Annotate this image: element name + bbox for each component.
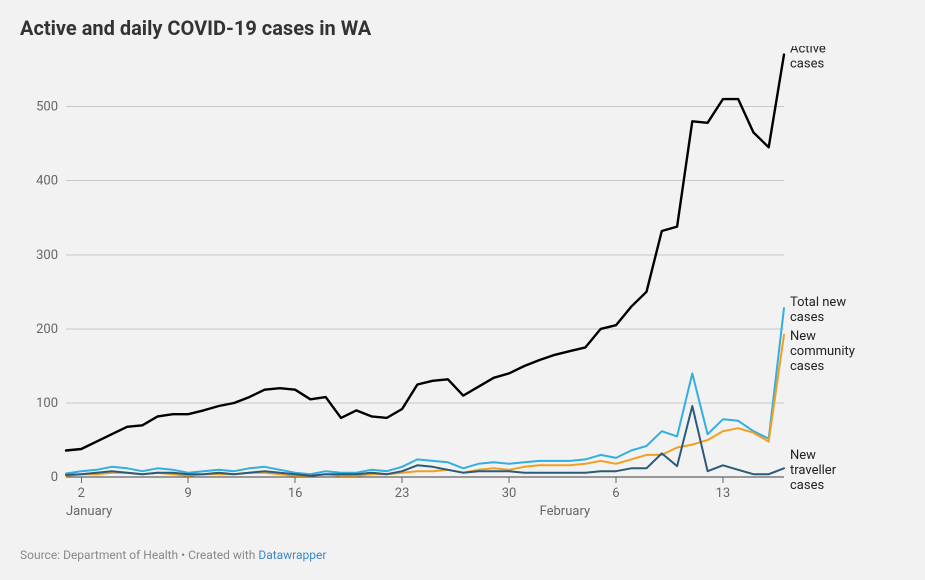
series-active xyxy=(66,55,784,451)
x-month-label: February xyxy=(540,504,591,519)
x-tick-label: 30 xyxy=(502,486,517,501)
source-link[interactable]: Datawrapper xyxy=(258,548,326,562)
series-label-total_new: Total new xyxy=(790,295,846,310)
series-label-community: New xyxy=(790,329,816,344)
x-tick-label: 2 xyxy=(78,486,85,501)
series-label-active: Active xyxy=(790,46,826,57)
series-community xyxy=(66,335,784,476)
y-tick-label: 500 xyxy=(36,99,58,114)
series-label-traveller: cases xyxy=(790,478,824,493)
series-label-community: cases xyxy=(790,359,824,374)
x-tick-label: 6 xyxy=(612,486,619,501)
y-tick-label: 100 xyxy=(36,396,58,411)
series-traveller xyxy=(66,406,784,476)
y-tick-label: 0 xyxy=(51,470,58,485)
x-tick-label: 9 xyxy=(185,486,192,501)
chart-title: Active and daily COVID-19 cases in WA xyxy=(20,16,913,40)
series-label-traveller: traveller xyxy=(790,463,837,478)
source-text: Source: Department of Health • Created w… xyxy=(20,548,258,562)
x-tick-label: 13 xyxy=(716,486,731,501)
series-total_new xyxy=(66,308,784,474)
series-label-total_new: cases xyxy=(790,310,824,325)
y-tick-label: 200 xyxy=(36,322,58,337)
x-tick-label: 23 xyxy=(395,486,410,501)
y-tick-label: 400 xyxy=(36,174,58,189)
series-label-traveller: New xyxy=(790,448,816,463)
y-tick-label: 300 xyxy=(36,248,58,263)
line-chart: 0 100 200 300 400 500 2 9 16 23 30 6 13 January Februa… xyxy=(20,46,910,546)
series-label-active: cases xyxy=(790,57,824,72)
x-tick-label: 16 xyxy=(288,486,303,501)
source-line: Source: Department of Health • Created w… xyxy=(20,548,913,562)
series-label-community: community xyxy=(790,344,855,359)
x-month-label: January xyxy=(66,504,112,519)
